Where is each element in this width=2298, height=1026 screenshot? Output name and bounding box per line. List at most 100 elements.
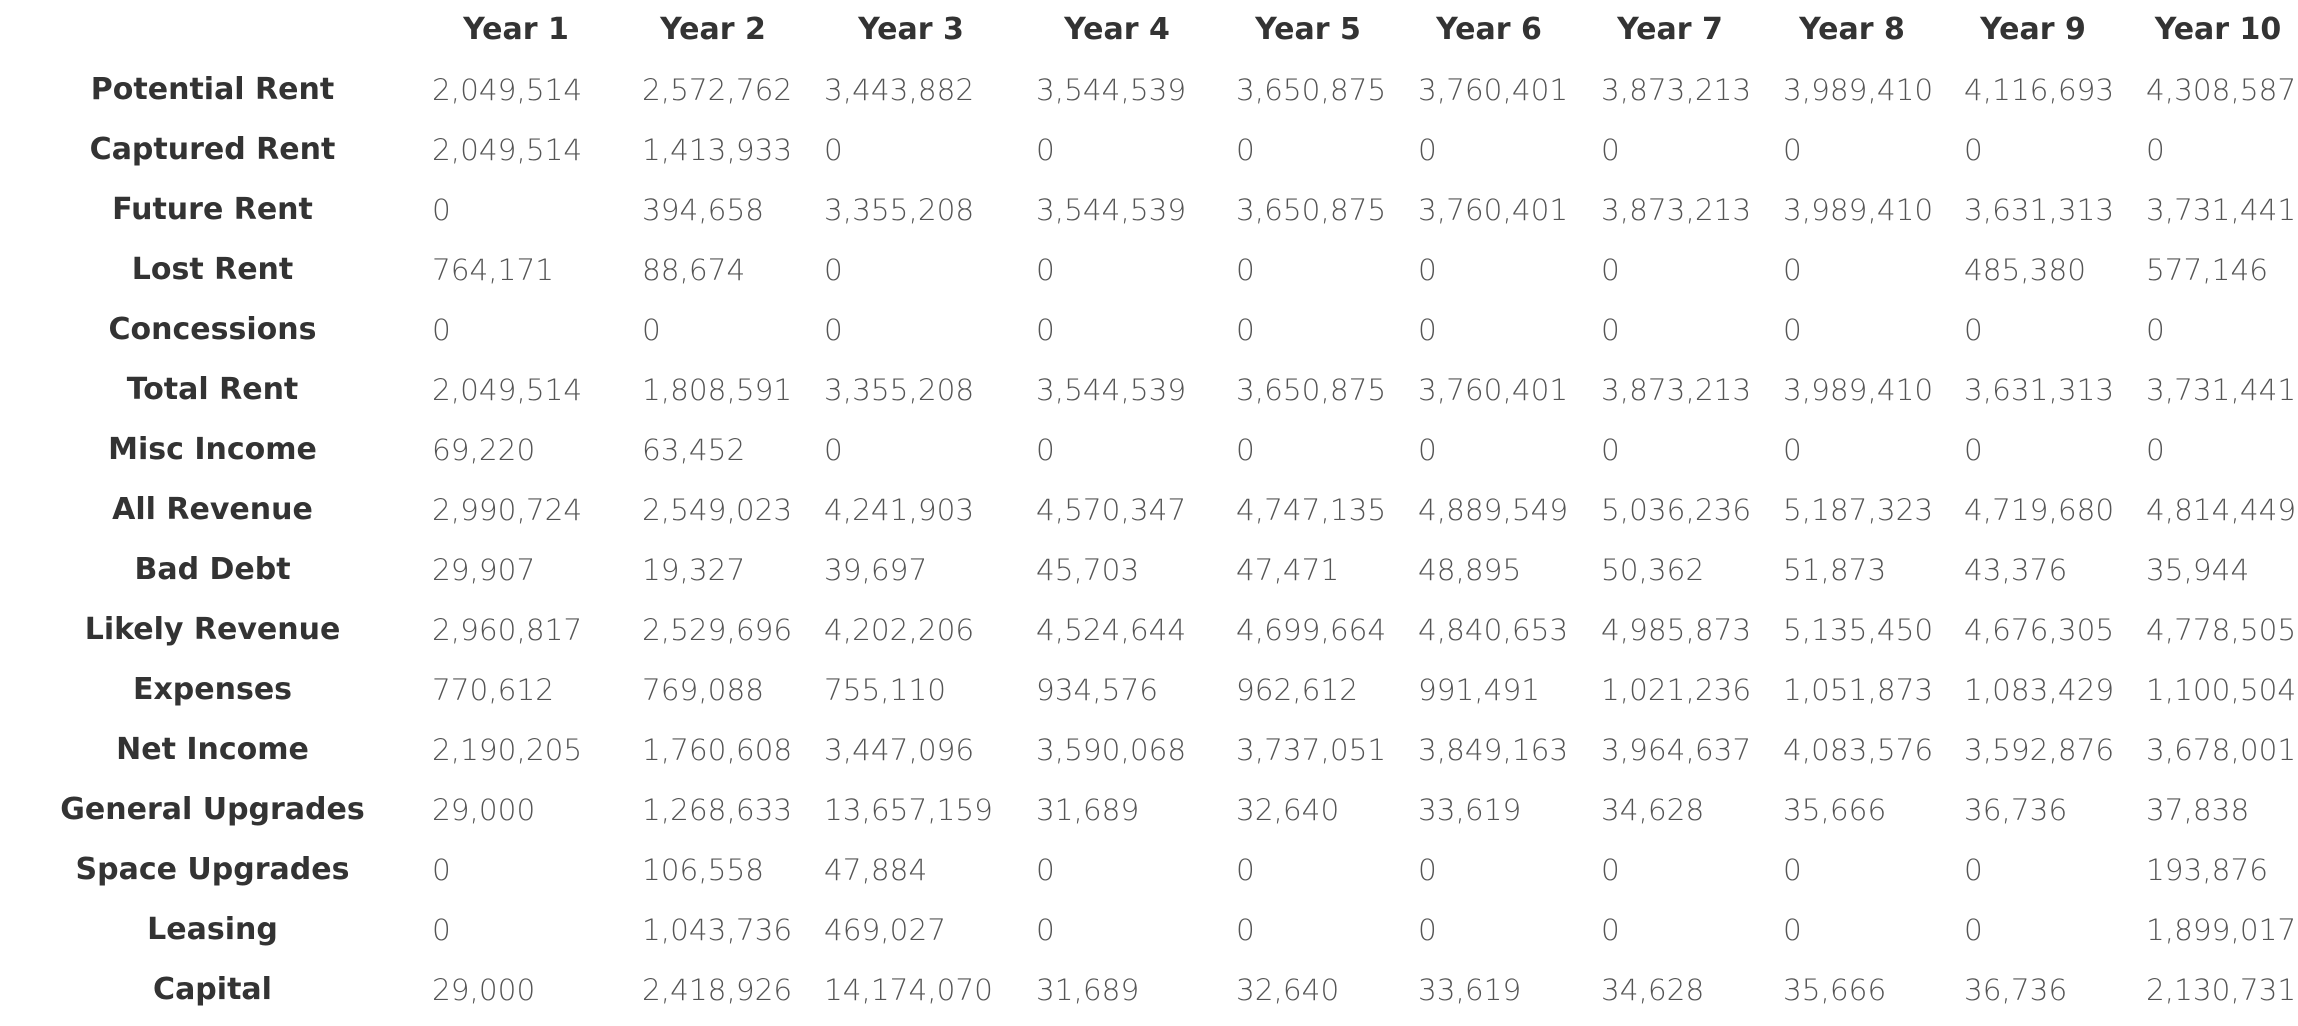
table-cell: 0	[1601, 313, 1620, 347]
table-cell: 3,989,410	[1783, 193, 1934, 227]
table-cell: 0	[1036, 853, 1055, 887]
table-cell: 0	[1601, 133, 1620, 167]
table-cell: 3,544,539	[1036, 193, 1187, 227]
row-label: Future Rent	[112, 192, 313, 227]
table-cell: 4,083,576	[1783, 733, 1934, 767]
table-cell: 3,590,068	[1036, 733, 1187, 767]
table-cell: 0	[1601, 433, 1620, 467]
table-cell: 770,612	[432, 673, 554, 707]
table-cell: 39,697	[824, 553, 928, 587]
table-cell: 3,650,875	[1236, 193, 1387, 227]
table-cell: 4,840,653	[1418, 613, 1569, 647]
table-cell: 0	[1964, 133, 1983, 167]
table-cell: 3,989,410	[1783, 373, 1934, 407]
table-cell: 394,658	[642, 193, 764, 227]
table-cell: 1,899,017	[2146, 913, 2297, 947]
column-header: Year 9	[1980, 12, 2086, 47]
table-cell: 0	[824, 133, 843, 167]
table-cell: 3,631,313	[1964, 193, 2115, 227]
table-cell: 19,327	[642, 553, 746, 587]
table-cell: 0	[824, 433, 843, 467]
table-cell: 3,731,441	[2146, 193, 2297, 227]
table-cell: 3,631,313	[1964, 373, 2115, 407]
table-cell: 45,703	[1036, 553, 1140, 587]
table-cell: 3,544,539	[1036, 373, 1187, 407]
table-cell: 934,576	[1036, 673, 1158, 707]
table-cell: 0	[1601, 853, 1620, 887]
header-row: Year 1 Year 2 Year 3 Year 4 Year 5 Year 6 Year…	[0, 0, 2298, 60]
table-cell: 0	[1964, 913, 1983, 947]
table-cell: 4,570,347	[1036, 493, 1187, 527]
table-cell: 0	[432, 313, 451, 347]
table-cell: 0	[1036, 313, 1055, 347]
table-cell: 0	[1783, 253, 1802, 287]
table-cell: 29,907	[432, 553, 536, 587]
table-cell: 31,689	[1036, 793, 1140, 827]
table-row: General Upgrades 29,000 1,268,633 13,657,15…	[0, 780, 2298, 840]
table-cell: 2,049,514	[432, 373, 583, 407]
table-cell: 106,558	[642, 853, 764, 887]
table-cell: 0	[1783, 913, 1802, 947]
table-cell: 0	[1036, 913, 1055, 947]
column-header: Year 8	[1799, 12, 1905, 47]
table-cell: 3,355,208	[824, 373, 975, 407]
table-cell: 0	[432, 853, 451, 887]
table-cell: 3,447,096	[824, 733, 975, 767]
table-cell: 5,135,450	[1783, 613, 1934, 647]
table-row: Future Rent 0 394,658 3,355,208 3,544,539 3,6…	[0, 180, 2298, 240]
table-cell: 4,719,680	[1964, 493, 2115, 527]
table-row: Lost Rent 764,171 88,674 0 0 0 0 0 0 485,380 577,1…	[0, 240, 2298, 300]
table-cell: 88,674	[642, 253, 746, 287]
table-cell: 69,220	[432, 433, 536, 467]
table-cell: 29,000	[432, 793, 536, 827]
table-cell: 47,884	[824, 853, 928, 887]
table-cell: 50,362	[1601, 553, 1705, 587]
table-cell: 3,989,410	[1783, 73, 1934, 107]
table-cell: 0	[1236, 253, 1255, 287]
table-cell: 3,873,213	[1601, 373, 1752, 407]
table-cell: 4,778,505	[2146, 613, 2297, 647]
table-row: Expenses 770,612 769,088 755,110 934,576 962,…	[0, 660, 2298, 720]
table-cell: 469,027	[824, 913, 946, 947]
table-cell: 29,000	[432, 973, 536, 1007]
table-cell: 0	[1236, 133, 1255, 167]
table-cell: 14,174,070	[824, 973, 993, 1007]
table-cell: 3,760,401	[1418, 373, 1569, 407]
table-cell: 0	[432, 193, 451, 227]
table-cell: 0	[1601, 913, 1620, 947]
table-row: Bad Debt 29,907 19,327 39,697 45,703 47,471 48…	[0, 540, 2298, 600]
table-cell: 193,876	[2146, 853, 2268, 887]
table-cell: 0	[1236, 313, 1255, 347]
table-cell: 5,187,323	[1783, 493, 1934, 527]
table-cell: 1,043,736	[642, 913, 793, 947]
table-cell: 0	[2146, 313, 2165, 347]
table-cell: 2,130,731	[2146, 973, 2297, 1007]
table-cell: 4,676,305	[1964, 613, 2115, 647]
table-cell: 0	[1036, 133, 1055, 167]
table-cell: 4,985,873	[1601, 613, 1752, 647]
table-cell: 2,418,926	[642, 973, 793, 1007]
table-cell: 33,619	[1418, 793, 1522, 827]
table-cell: 0	[1964, 313, 1983, 347]
table-cell: 36,736	[1964, 973, 2068, 1007]
table-cell: 3,873,213	[1601, 73, 1752, 107]
table-cell: 0	[2146, 133, 2165, 167]
table-cell: 0	[1783, 433, 1802, 467]
table-cell: 0	[1418, 133, 1437, 167]
table-cell: 0	[1783, 853, 1802, 887]
table-cell: 35,944	[2146, 553, 2250, 587]
table-row: Total Rent 2,049,514 1,808,591 3,355,208 3,5…	[0, 360, 2298, 420]
table-cell: 34,628	[1601, 973, 1705, 1007]
table-cell: 3,737,051	[1236, 733, 1387, 767]
row-label: General Upgrades	[60, 792, 365, 827]
table-cell: 0	[1783, 313, 1802, 347]
column-header: Year 7	[1617, 12, 1723, 47]
table-cell: 3,760,401	[1418, 73, 1569, 107]
column-header: Year 10	[2154, 12, 2282, 47]
table-cell: 63,452	[642, 433, 746, 467]
table-cell: 3,443,882	[824, 73, 975, 107]
column-header: Year 4	[1064, 12, 1170, 47]
table-cell: 0	[1601, 253, 1620, 287]
table-cell: 4,241,903	[824, 493, 975, 527]
table-cell: 4,524,644	[1036, 613, 1187, 647]
